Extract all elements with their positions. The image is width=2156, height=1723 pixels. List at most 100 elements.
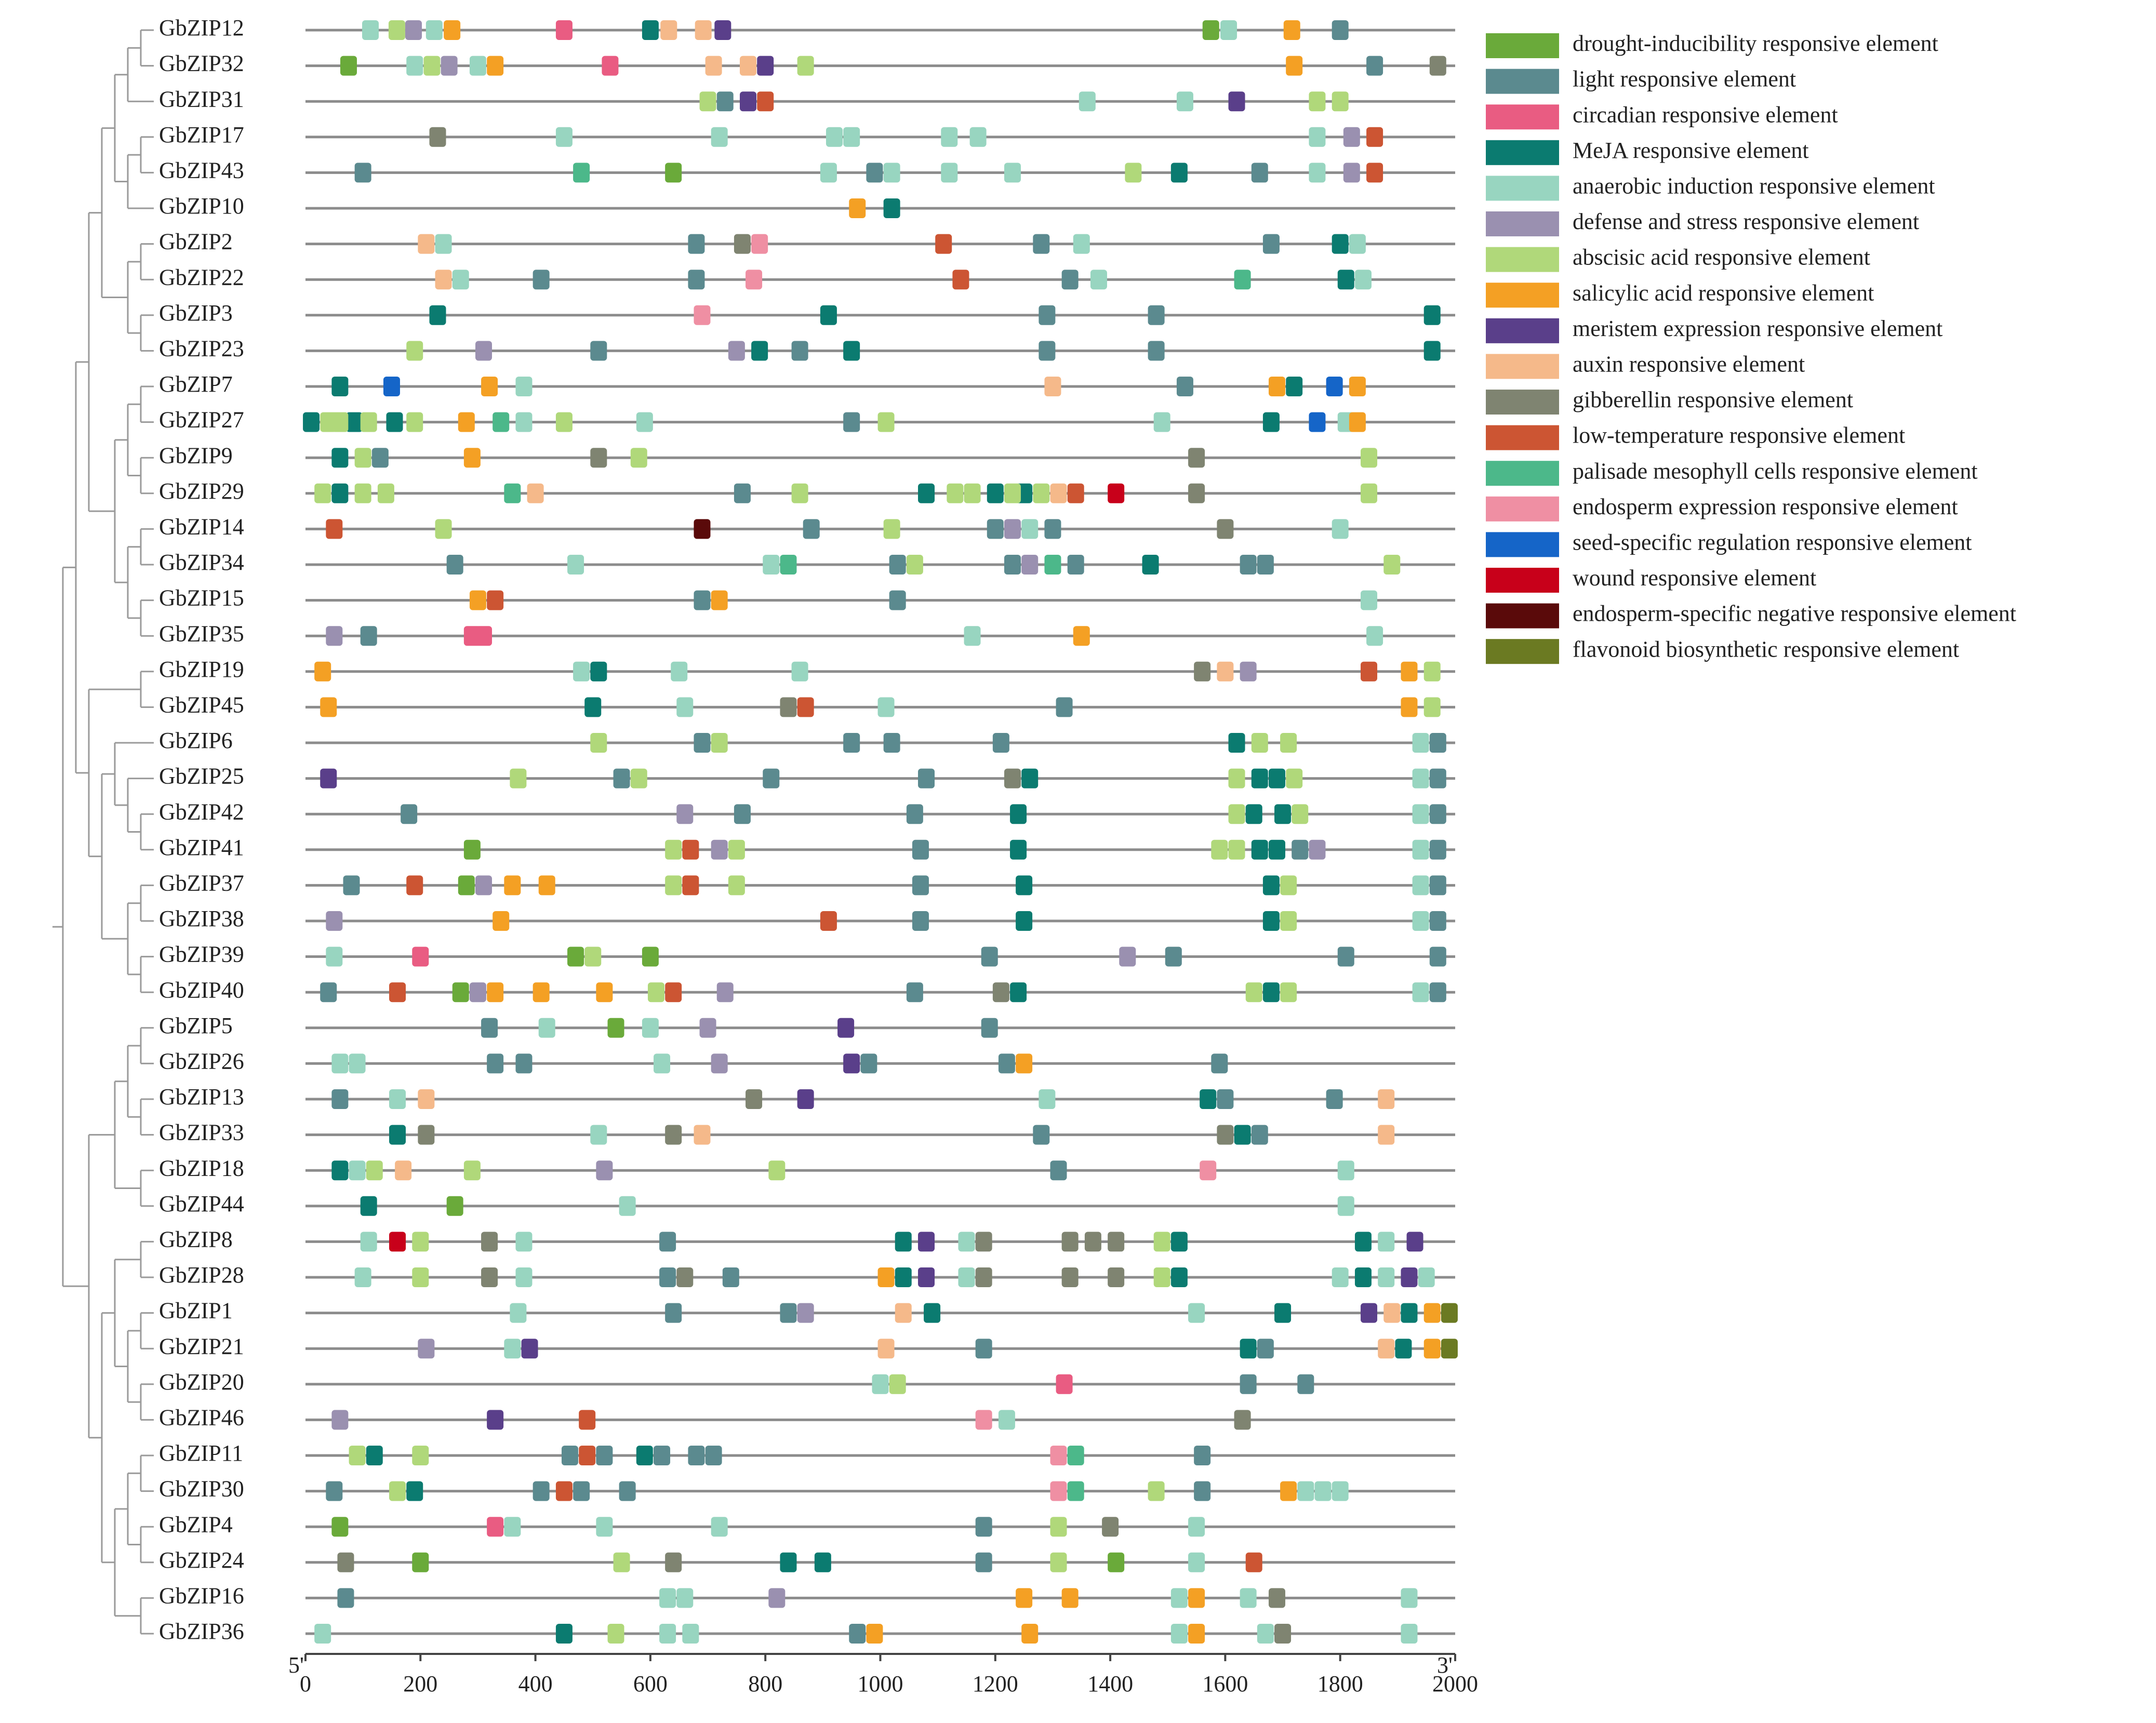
cis-element — [331, 1517, 349, 1537]
cis-element — [354, 163, 371, 183]
cis-element — [320, 982, 337, 1003]
cis-element — [458, 412, 475, 432]
cis-element — [401, 804, 418, 824]
cis-element — [389, 1125, 406, 1145]
cis-element — [1050, 1517, 1067, 1537]
gene-label: GbZIP3 — [159, 300, 233, 326]
cis-element — [515, 1232, 533, 1252]
cis-element — [406, 875, 423, 896]
cis-element — [1429, 875, 1446, 896]
gene-label: GbZIP24 — [159, 1547, 244, 1573]
cis-element — [906, 804, 923, 824]
cis-element — [1429, 946, 1446, 967]
gene-label: GbZIP38 — [159, 906, 244, 931]
cis-element — [1004, 555, 1021, 575]
cis-element — [1280, 982, 1297, 1003]
cis-element — [1268, 1588, 1285, 1608]
cis-element — [1423, 697, 1441, 717]
cis-element — [711, 839, 728, 860]
cis-element — [1337, 1196, 1354, 1216]
legend-label: palisade mesophyll cells responsive elem… — [1573, 458, 1978, 484]
cis-element — [584, 697, 602, 717]
cis-element — [1395, 1339, 1412, 1359]
cis-element — [1217, 1125, 1234, 1145]
cis-element — [1383, 555, 1401, 575]
cis-element — [573, 1481, 590, 1501]
gene-label: GbZIP46 — [159, 1405, 244, 1430]
cis-element — [728, 839, 745, 860]
cis-element — [1220, 20, 1237, 40]
cis-element — [889, 555, 906, 575]
cis-element — [1067, 1446, 1084, 1465]
legend-label: light responsive element — [1573, 66, 1796, 92]
cis-element — [1004, 768, 1021, 789]
cis-element — [395, 1160, 412, 1181]
cis-element — [331, 1410, 349, 1430]
cis-element — [1021, 519, 1039, 539]
cis-element — [1073, 626, 1090, 646]
gene-label: GbZIP1 — [159, 1298, 233, 1324]
cis-element — [515, 1053, 533, 1074]
cis-element — [636, 1446, 653, 1465]
cis-element — [1286, 377, 1303, 396]
cis-element — [695, 20, 712, 40]
cis-element — [481, 377, 498, 396]
legend-label: flavonoid biosynthetic responsive elemen… — [1573, 636, 1959, 662]
cis-element — [349, 1160, 366, 1181]
cis-element — [504, 483, 521, 503]
cis-element — [1401, 1624, 1418, 1644]
cis-element — [1188, 1517, 1205, 1537]
cis-element — [918, 483, 935, 503]
cis-element — [1280, 875, 1297, 896]
cis-element — [596, 1446, 613, 1465]
cis-element — [654, 1053, 671, 1074]
cis-element — [1383, 1303, 1401, 1323]
cis-element — [314, 483, 331, 503]
cis-element — [1200, 1089, 1217, 1109]
cis-element — [1240, 1374, 1257, 1394]
cis-element — [1202, 20, 1219, 40]
cis-element — [326, 946, 343, 967]
cis-element — [1016, 1588, 1033, 1608]
cis-element — [613, 768, 630, 789]
cis-element — [533, 982, 550, 1003]
gene-label: GbZIP25 — [159, 764, 244, 789]
gene-label: GbZIP4 — [159, 1512, 233, 1537]
legend-swatch — [1486, 176, 1559, 201]
cis-element — [1119, 946, 1136, 967]
cis-element — [647, 982, 664, 1003]
cis-element — [1067, 1481, 1084, 1501]
cis-element — [975, 1517, 992, 1537]
cis-element — [746, 270, 763, 290]
x-tick-label: 2000 — [1432, 1671, 1478, 1697]
cis-element — [446, 555, 463, 575]
cis-element — [941, 163, 958, 183]
cis-element — [654, 1446, 671, 1465]
cis-element — [1257, 1339, 1274, 1359]
cis-element — [1061, 1588, 1079, 1608]
cis-element — [716, 982, 734, 1003]
cis-element — [1280, 733, 1297, 753]
cis-element — [849, 1624, 866, 1644]
cis-element — [1262, 982, 1280, 1003]
cis-element — [314, 1624, 331, 1644]
cis-element — [918, 1232, 935, 1252]
cis-element — [1401, 697, 1418, 717]
cis-element — [1176, 377, 1193, 396]
cis-element — [371, 448, 389, 468]
cis-element — [331, 1053, 349, 1074]
cis-element — [728, 875, 745, 896]
cis-element — [918, 1267, 935, 1287]
cis-element — [596, 1160, 613, 1181]
cis-element — [1067, 483, 1084, 503]
cis-element — [1200, 1160, 1217, 1181]
cis-element — [1429, 768, 1446, 789]
gene-label: GbZIP31 — [159, 86, 244, 112]
cis-element — [1361, 1303, 1378, 1323]
cis-element — [487, 1410, 504, 1430]
cis-element — [1297, 1481, 1314, 1501]
cis-element — [360, 412, 377, 432]
gene-label: GbZIP20 — [159, 1369, 244, 1395]
cis-element — [763, 555, 780, 575]
cis-element — [314, 661, 331, 682]
